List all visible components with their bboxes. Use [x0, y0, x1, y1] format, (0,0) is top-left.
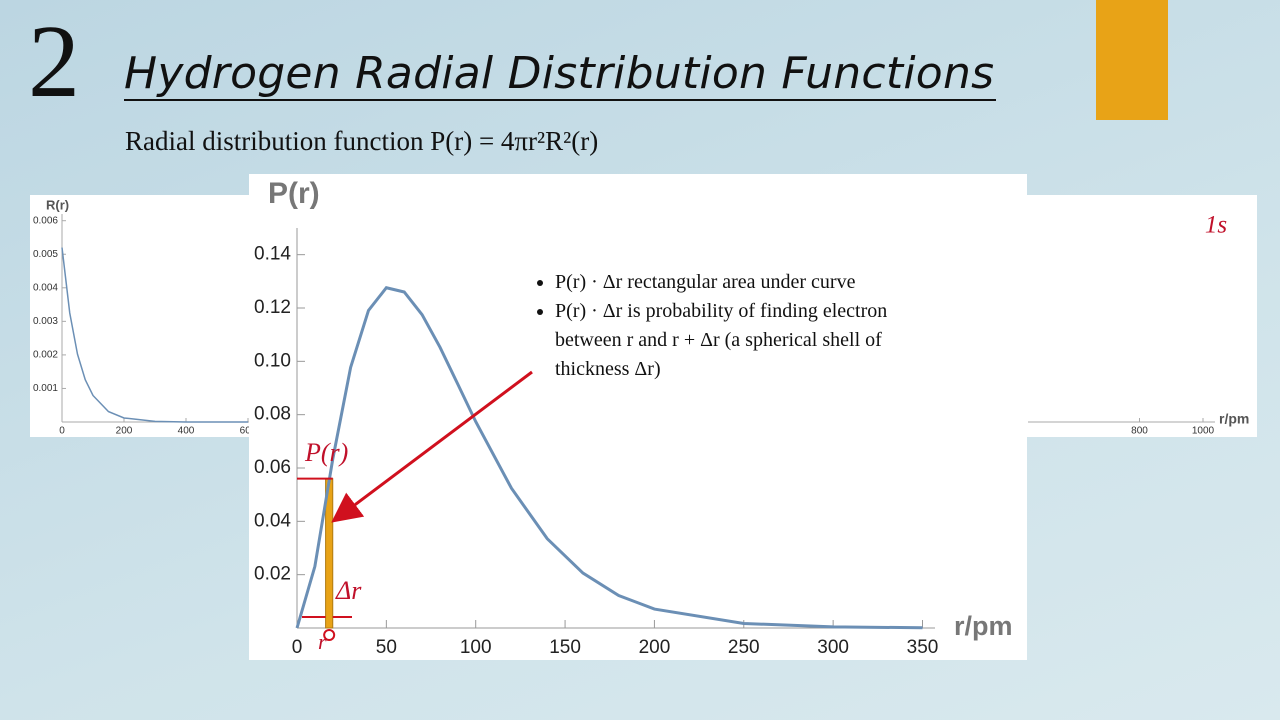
- y-tick-label: 0.08: [254, 404, 291, 425]
- x-tick-label: 400: [178, 426, 195, 437]
- slide-number: 2: [28, 4, 80, 119]
- y-tick-label: 0.12: [254, 297, 291, 318]
- y-tick-label: 0.003: [33, 316, 58, 327]
- x-tick-label: 100: [460, 637, 492, 658]
- x-tick-label: 1000: [1192, 426, 1215, 437]
- x-tick-label: 350: [907, 637, 939, 658]
- y-tick-label: 0.006: [33, 215, 58, 226]
- curve: [295, 286, 923, 630]
- x-tick-label: 200: [639, 637, 671, 658]
- p-panel: [249, 174, 1027, 660]
- x-tick-label: 800: [1131, 426, 1148, 437]
- curve: [61, 247, 248, 423]
- p-chart: 0.02 0.04 0.06 0.08 0.10 0.12 0.14 0 50 100 150 200…: [254, 177, 1013, 658]
- y-tick-label: 0.001: [33, 383, 58, 394]
- x-tick-label: 200: [116, 426, 133, 437]
- annotation: Δr: [335, 576, 362, 605]
- bullet: P(r) · Δr is probability of finding elec…: [555, 297, 930, 384]
- y-tick-label: 0.04: [254, 510, 291, 531]
- annotation: r: [318, 629, 327, 654]
- subtitle: Radial distribution function P(r) = 4πr²…: [125, 126, 598, 156]
- x-tick-label: 0: [292, 637, 303, 658]
- x-axis-label: r/pm: [1219, 411, 1249, 427]
- x-tick-label: 250: [728, 637, 760, 658]
- pointer-arrow: [331, 370, 533, 523]
- position-dot: [323, 629, 336, 641]
- y-tick-label: 0.004: [33, 282, 58, 293]
- y-tick-label: 0.10: [254, 350, 291, 371]
- y-tick-label: 0.06: [254, 457, 291, 478]
- x-tick-label: 150: [549, 637, 581, 658]
- x-tick-label: 300: [817, 637, 849, 658]
- bullet: P(r) · Δr rectangular area under curve: [555, 268, 930, 297]
- x-tick-label: 600: [240, 426, 257, 437]
- orbital-label: 1s: [1205, 212, 1227, 239]
- r-chart: 0.001 0.002 0.003 0.004 0.005 0.006 0 200 400 600…: [33, 197, 1249, 436]
- y-tick-label: 0.02: [254, 564, 291, 585]
- chart-title: R(r): [46, 197, 69, 212]
- y-tick-label: 0.002: [33, 350, 58, 361]
- bullet-list: P(r) · Δr rectangular area under curve P…: [525, 268, 930, 384]
- chart-title: P(r): [268, 177, 320, 210]
- x-axis-label: r/pm: [954, 611, 1013, 641]
- decor-square: [1096, 0, 1168, 120]
- slide-title: Hydrogen Radial Distribution Functions: [124, 48, 994, 99]
- y-tick-label: 0.14: [254, 244, 291, 265]
- annotation: P(r): [304, 438, 348, 467]
- x-tick-label: 50: [376, 637, 397, 658]
- y-tick-label: 0.005: [33, 249, 58, 260]
- x-tick-label: 0: [59, 426, 65, 437]
